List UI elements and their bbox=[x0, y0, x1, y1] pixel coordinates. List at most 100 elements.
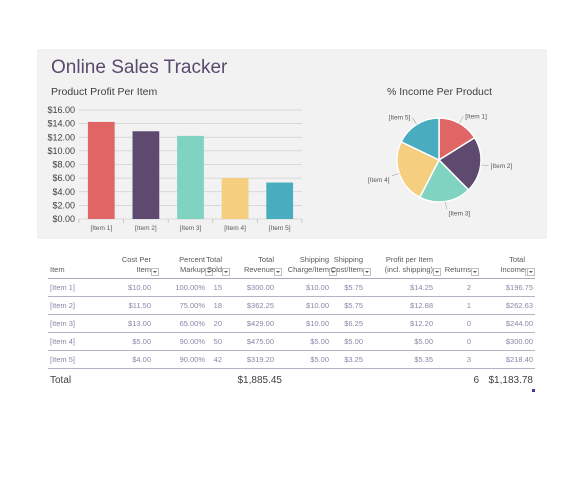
table-cell[interactable]: 90.00% bbox=[179, 355, 205, 364]
column-header-line2: Income bbox=[500, 265, 525, 274]
table-cell[interactable]: 2 bbox=[466, 283, 471, 292]
filter-dropdown-icon[interactable] bbox=[471, 268, 479, 276]
table-row[interactable]: [Item 2] $11.50 75.00% 18 $362.25 $10.00 $5.75… bbox=[48, 297, 535, 315]
table-cell[interactable]: $319.20 bbox=[246, 355, 274, 364]
table-cell[interactable]: $14.25 bbox=[410, 283, 433, 292]
table-cell[interactable]: $10.00 bbox=[306, 301, 329, 310]
table-cell[interactable]: $10.00 bbox=[128, 283, 151, 292]
table-cell[interactable]: $5.75 bbox=[344, 283, 363, 292]
bar-chart[interactable]: $0.00 $2.00 $4.00 $6.00 $8.00 $10.00 $12.00 $14… bbox=[37, 99, 327, 239]
table-cell[interactable]: $5.00 bbox=[310, 337, 329, 346]
y-tick-label: $4.00 bbox=[52, 187, 75, 197]
column-header-line2: Item bbox=[136, 265, 151, 274]
pie-leader-line bbox=[480, 164, 489, 167]
table-cell[interactable]: $4.00 bbox=[132, 355, 151, 364]
table-cell[interactable]: 0 bbox=[466, 319, 471, 328]
table-cell[interactable]: $218.40 bbox=[505, 355, 533, 364]
pie-label: [Item 3] bbox=[449, 210, 471, 217]
table-cell[interactable]: $5.75 bbox=[344, 301, 363, 310]
pie-slice[interactable] bbox=[437, 136, 482, 191]
table-cell[interactable]: [Item 4] bbox=[50, 337, 76, 346]
table-cell[interactable]: $262.63 bbox=[505, 301, 533, 310]
table-cell[interactable]: $475.00 bbox=[246, 337, 274, 346]
table-cell[interactable]: $5.00 bbox=[310, 355, 329, 364]
x-tick-label: [Item 3] bbox=[180, 225, 202, 232]
column-header[interactable]: Item bbox=[50, 255, 65, 275]
table-cell[interactable]: 42 bbox=[213, 355, 222, 364]
table-cell[interactable]: 0 bbox=[466, 337, 471, 346]
table-cell[interactable]: 1 bbox=[466, 301, 471, 310]
table-cell[interactable]: $5.00 bbox=[344, 337, 363, 346]
pie-slice[interactable] bbox=[400, 117, 440, 162]
table-cell[interactable]: $10.00 bbox=[306, 319, 329, 328]
total-returns: 6 bbox=[473, 375, 479, 386]
table-cell[interactable]: 15 bbox=[213, 283, 222, 292]
filter-dropdown-icon[interactable] bbox=[205, 268, 213, 276]
column-header[interactable]: Total Revenue bbox=[244, 255, 274, 275]
column-header[interactable]: Cost Per Item bbox=[122, 255, 151, 275]
filter-dropdown-icon[interactable] bbox=[329, 268, 337, 276]
bar[interactable] bbox=[221, 178, 249, 219]
dashboard-panel: Online Sales Tracker Product Profit Per … bbox=[37, 49, 547, 239]
table-cell[interactable]: 50 bbox=[213, 337, 222, 346]
table-cell[interactable]: $196.75 bbox=[505, 283, 533, 292]
table-cell[interactable]: $10.00 bbox=[306, 283, 329, 292]
filter-dropdown-icon[interactable] bbox=[363, 268, 371, 276]
table-cell[interactable]: $300.00 bbox=[246, 283, 274, 292]
filter-dropdown-icon[interactable] bbox=[527, 268, 535, 276]
table-row[interactable]: [Item 1] $10.00 100.00% 15 $300.00 $10.00 $5.7… bbox=[48, 279, 535, 297]
bar[interactable] bbox=[87, 121, 115, 219]
table-cell[interactable]: 20 bbox=[213, 319, 222, 328]
column-header-line2: (incl. shipping) bbox=[384, 265, 433, 274]
table-cell[interactable]: $5.00 bbox=[132, 337, 151, 346]
table-cell[interactable]: $3.25 bbox=[344, 355, 363, 364]
total-label: Total bbox=[50, 375, 72, 386]
y-tick-label: $10.00 bbox=[47, 146, 75, 156]
filter-dropdown-icon[interactable] bbox=[274, 268, 282, 276]
pie-leader-line bbox=[459, 116, 464, 124]
bar[interactable] bbox=[177, 135, 204, 219]
column-header[interactable]: Profit per Item (incl. shipping) bbox=[385, 255, 433, 275]
table-cell[interactable]: $11.50 bbox=[128, 301, 151, 310]
column-header-line1 bbox=[50, 255, 65, 265]
table-cell[interactable]: $5.00 bbox=[414, 337, 433, 346]
table-cell[interactable]: [Item 1] bbox=[50, 283, 76, 292]
column-header[interactable]: Returns bbox=[445, 255, 471, 275]
column-header-line1: Total bbox=[206, 255, 222, 264]
filter-dropdown-icon[interactable] bbox=[222, 268, 230, 276]
table-cell[interactable]: $6.25 bbox=[344, 319, 363, 328]
column-header[interactable]: Total Income bbox=[500, 255, 525, 275]
table-row[interactable]: [Item 5] $4.00 90.00% 42 $319.20 $5.00 $3.25 $5… bbox=[48, 351, 535, 369]
y-tick-label: $12.00 bbox=[47, 132, 75, 142]
table-cell[interactable]: $12.88 bbox=[410, 301, 433, 310]
table-cell[interactable]: $12.20 bbox=[410, 319, 433, 328]
column-header[interactable]: Percent Markup bbox=[179, 255, 205, 275]
table-cell[interactable]: $244.00 bbox=[505, 319, 533, 328]
table-cell[interactable]: [Item 5] bbox=[50, 355, 76, 364]
pie-label: [Item 1] bbox=[465, 113, 487, 120]
table-cell[interactable]: 65.00% bbox=[179, 319, 205, 328]
table-cell[interactable]: 18 bbox=[213, 301, 222, 310]
pie-chart[interactable]: [Item 1] [Item 2] [Item 3] [Item 4] [Item 5] bbox=[367, 105, 547, 217]
column-header[interactable]: Shipping Charge/Item bbox=[288, 255, 329, 275]
bar[interactable] bbox=[132, 131, 160, 219]
filter-dropdown-icon[interactable] bbox=[433, 268, 441, 276]
table-row[interactable]: [Item 3] $13.00 65.00% 20 $429.00 $10.00 $6.25… bbox=[48, 315, 535, 333]
table-row[interactable]: [Item 4] $5.00 90.00% 50 $475.00 $5.00 $5.00 $5… bbox=[48, 333, 535, 351]
table-cell[interactable]: $13.00 bbox=[128, 319, 151, 328]
table-cell[interactable]: [Item 2] bbox=[50, 301, 76, 310]
table-resize-handle[interactable] bbox=[532, 389, 535, 392]
table-cell[interactable]: 75.00% bbox=[179, 301, 205, 310]
column-header[interactable]: Total Sold bbox=[206, 255, 222, 275]
filter-dropdown-icon[interactable] bbox=[151, 268, 159, 276]
bar[interactable] bbox=[266, 182, 294, 219]
table-cell[interactable]: 100.00% bbox=[175, 283, 205, 292]
table-cell[interactable]: 3 bbox=[466, 355, 471, 364]
table-cell[interactable]: $362.25 bbox=[246, 301, 274, 310]
column-header[interactable]: Shipping Cost/Item bbox=[331, 255, 363, 275]
table-cell[interactable]: [Item 3] bbox=[50, 319, 76, 328]
table-cell[interactable]: $429.00 bbox=[246, 319, 274, 328]
table-cell[interactable]: $300.00 bbox=[505, 337, 533, 346]
table-cell[interactable]: 90.00% bbox=[179, 337, 205, 346]
table-cell[interactable]: $5.35 bbox=[414, 355, 433, 364]
